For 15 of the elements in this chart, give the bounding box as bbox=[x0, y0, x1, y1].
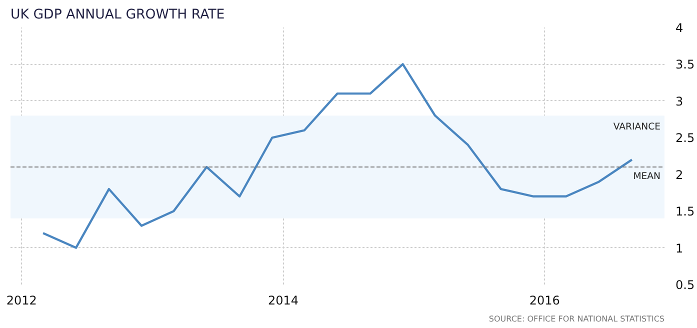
y-tick-label: 2.5 bbox=[676, 131, 695, 146]
y-tick-label: 1 bbox=[676, 241, 684, 256]
x-tick-label: 2012 bbox=[6, 294, 37, 308]
ref-line-label: MEAN bbox=[633, 171, 661, 182]
chart-title: UK GDP ANNUAL GROWTH RATE bbox=[10, 8, 225, 22]
x-tick-label: 2016 bbox=[529, 294, 560, 308]
y-tick-label: 3 bbox=[676, 94, 684, 108]
x-tick-label: 2014 bbox=[268, 294, 299, 308]
y-tick-label: 3.5 bbox=[676, 58, 695, 72]
y-tick-label: 1.5 bbox=[676, 204, 695, 219]
y-tick-label: 4 bbox=[676, 21, 684, 35]
y-tick-label: 0.5 bbox=[676, 278, 695, 292]
source-note: SOURCE: OFFICE FOR NATIONAL STATISTICS bbox=[488, 314, 664, 324]
y-tick-label: 2 bbox=[676, 168, 684, 182]
band-label: VARIANCE bbox=[613, 122, 661, 133]
